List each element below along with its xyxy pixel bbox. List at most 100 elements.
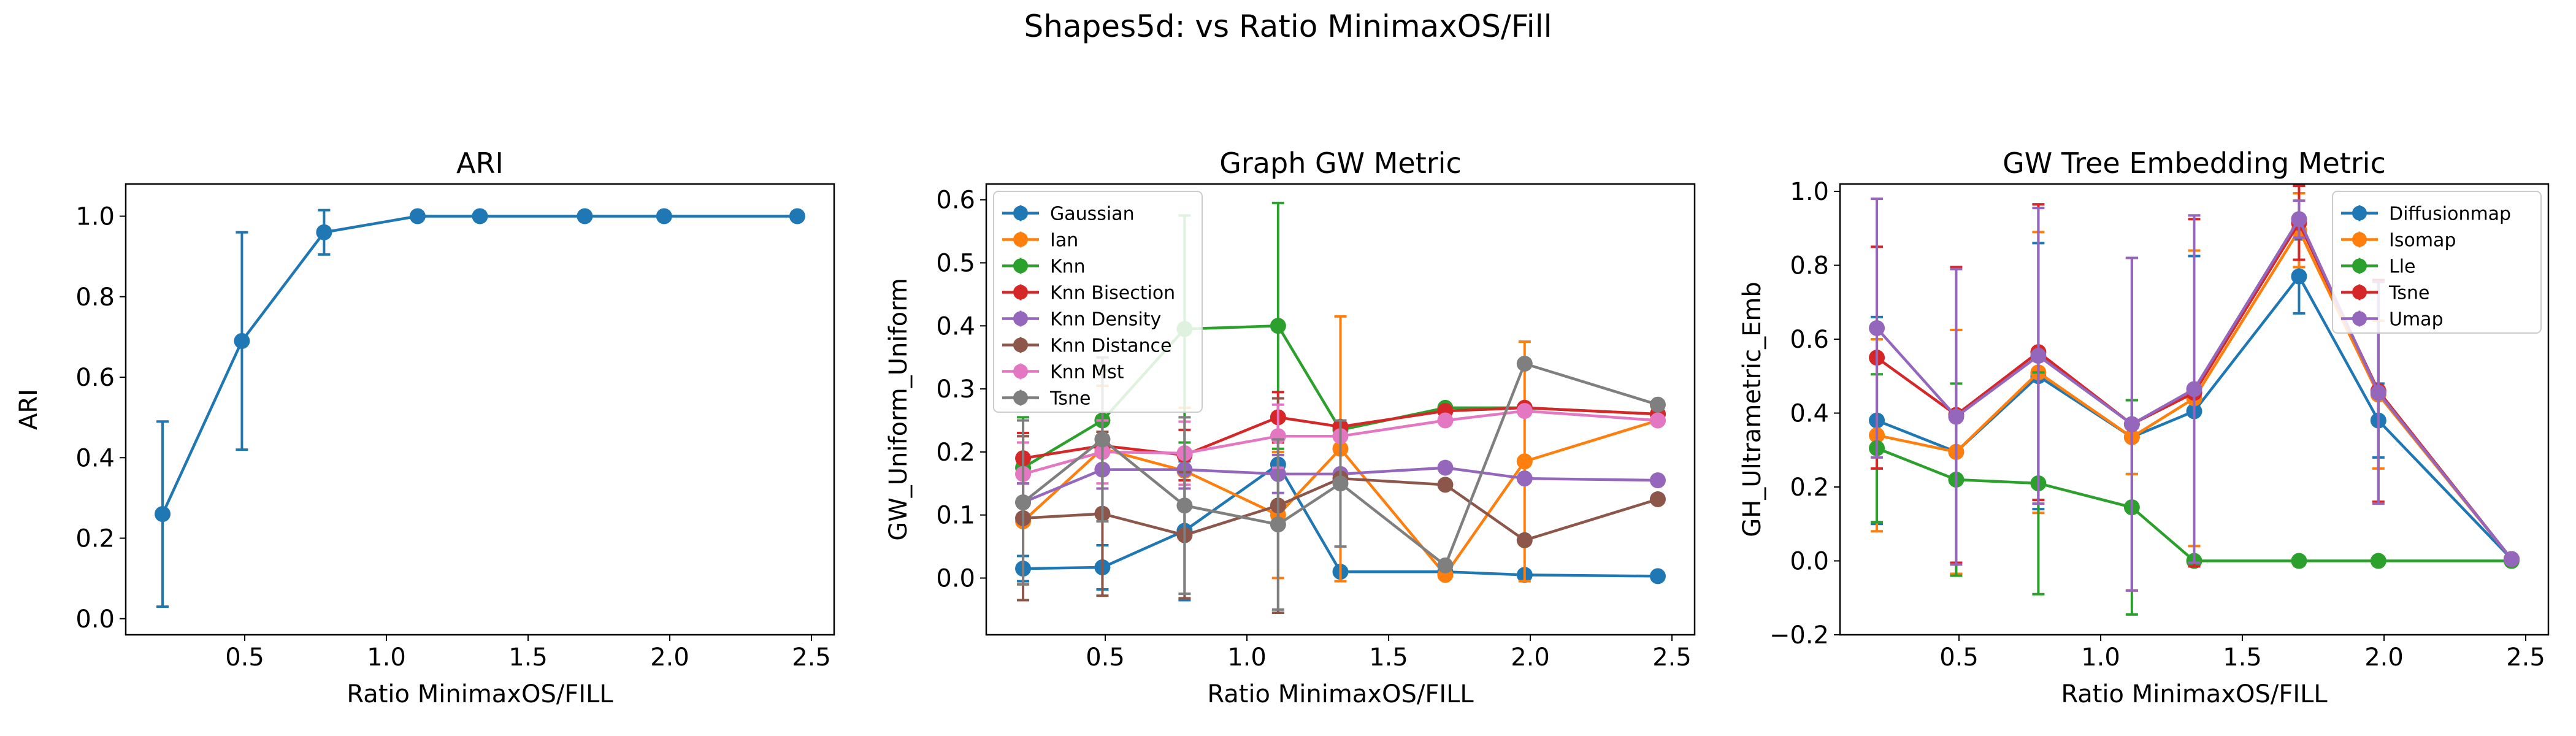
y-tick-label: 0.6 <box>75 364 115 392</box>
y-tick-label: 1.0 <box>75 203 115 231</box>
legend-item: Lle <box>2341 256 2416 278</box>
y-axis-label: GW_Uniform_Uniform <box>884 278 913 541</box>
y-tick-label: 0.2 <box>1790 473 1829 502</box>
legend: Diffusionmap Isomap Lle Tsne Umap <box>2332 191 2542 334</box>
series-line <box>161 215 797 515</box>
legend-marker <box>1013 205 1028 221</box>
plot-data <box>155 208 805 608</box>
legend-item: Gaussian <box>1002 204 1135 225</box>
data-point <box>409 208 426 224</box>
y-tick-label: 0.4 <box>936 312 975 340</box>
data-point <box>2370 553 2386 569</box>
x-tick-label: 2.0 <box>2364 643 2404 672</box>
legend-label: Tsne <box>1049 388 1091 410</box>
legend-marker <box>1013 258 1028 274</box>
legend-item: Diffusionmap <box>2341 204 2511 225</box>
legend-item: Knn Distance <box>1002 335 1171 357</box>
subplots: ARI 0.5 1.0 1.5 2.0 2.5 0.0 0.2 0.4 0.6 0.8 1.0 Rati… <box>15 147 2550 708</box>
legend-item: Umap <box>2341 309 2444 331</box>
y-tick-label: 0.5 <box>936 249 975 277</box>
legend-label: Knn Bisection <box>1050 283 1175 304</box>
data-point <box>1437 459 1454 476</box>
legend-marker <box>2352 311 2367 326</box>
legend-box <box>993 191 1203 413</box>
x-tick-label: 2.5 <box>792 643 831 672</box>
subplot-title: GW Tree Embedding Metric <box>2003 147 2386 180</box>
data-point <box>2503 551 2520 567</box>
legend-item: Knn Density <box>1002 309 1161 331</box>
data-point <box>1516 403 1533 420</box>
subplot-2: Graph GW Metric 0.5 1.0 1.5 2.0 2.5 0.0 0.1 0.2 0… <box>884 147 1696 708</box>
data-point <box>2186 381 2202 397</box>
legend-marker <box>1013 232 1028 247</box>
y-tick-label: 0.2 <box>75 525 115 553</box>
legend-marker <box>2352 205 2367 221</box>
series-line <box>1022 477 1658 542</box>
legend-label: Knn Density <box>1050 309 1161 331</box>
legend-marker <box>1013 390 1028 405</box>
legend-item: Tsne <box>2341 283 2429 304</box>
series-line <box>1023 463 1658 578</box>
data-point <box>2291 211 2307 228</box>
legend-label: Knn <box>1050 256 1086 278</box>
series-line <box>1022 409 1658 476</box>
legend-label: Diffusionmap <box>2389 204 2511 225</box>
legend-label: Ian <box>1050 230 1078 251</box>
subplot-title: Graph GW Metric <box>1219 147 1461 180</box>
data-point <box>2030 348 2047 364</box>
legend-label: Gaussian <box>1050 204 1135 225</box>
y-tick-label: −0.2 <box>1769 621 1829 650</box>
y-tick-label: 0.0 <box>936 564 975 592</box>
legend-label: Isomap <box>2389 230 2456 251</box>
series-umap <box>1869 197 2520 592</box>
data-point <box>1516 355 1533 372</box>
data-point <box>1015 494 1032 511</box>
series-line <box>1876 229 2513 560</box>
series-line <box>1876 217 2513 560</box>
data-point <box>234 332 250 349</box>
axes-frame <box>985 183 1696 636</box>
x-tick-label: 1.5 <box>508 643 548 672</box>
legend-marker <box>1013 285 1028 300</box>
data-point <box>1332 475 1349 492</box>
plot-data <box>1015 201 1666 615</box>
x-tick-label: 1.5 <box>2223 643 2262 672</box>
data-point <box>1437 412 1454 429</box>
legend-marker <box>1013 311 1028 326</box>
subplot-3: GW Tree Embedding Metric 0.5 1.0 1.5 2.0 2.5 −… <box>1738 147 2550 708</box>
y-tick-label: 0.0 <box>75 605 115 634</box>
data-point <box>656 208 672 224</box>
x-tick-label: 2.5 <box>1652 643 1692 672</box>
y-tick-label: 0.8 <box>75 283 115 312</box>
legend-label: Knn Mst <box>1050 362 1124 383</box>
x-tick-label: 1.0 <box>1227 643 1267 672</box>
legend-item: Ian <box>1002 230 1078 251</box>
y-tick-label: 0.3 <box>936 375 975 404</box>
data-point <box>1516 453 1533 470</box>
y-tick-label: 0.4 <box>1790 400 1829 428</box>
data-point <box>1094 431 1111 448</box>
x-tick-label: 2.0 <box>650 643 689 672</box>
data-point <box>472 208 488 224</box>
x-tick-label: 2.0 <box>1511 643 1550 672</box>
x-tick-label: 2.5 <box>2506 643 2545 672</box>
data-point <box>1270 318 1286 334</box>
series-line <box>1022 362 1658 567</box>
data-point <box>2123 416 2140 432</box>
axes-frame <box>1839 183 2550 636</box>
figure-suptitle: Shapes5d: vs Ratio MinimaxOS/Fill <box>1024 9 1552 44</box>
x-axis-label: Ratio MinimaxOS/FILL <box>1207 680 1474 708</box>
data-point <box>155 506 171 523</box>
data-point <box>2291 268 2307 285</box>
data-point <box>1649 568 1666 585</box>
legend-label: Lle <box>2389 256 2416 278</box>
data-point <box>789 208 805 224</box>
data-point <box>1649 491 1666 507</box>
series-line <box>1876 447 2512 562</box>
y-axis-label: GH_Ultrametric_Emb <box>1738 282 1766 537</box>
legend-item: Knn <box>1002 256 1086 278</box>
y-tick-label: 1.0 <box>1790 178 1829 206</box>
data-point <box>1176 497 1193 514</box>
data-point <box>2370 385 2386 401</box>
